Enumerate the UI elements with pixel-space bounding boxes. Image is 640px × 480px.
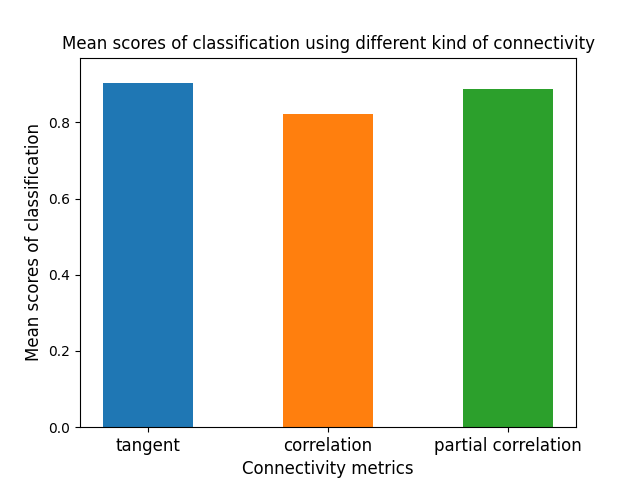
Bar: [102, 83, 193, 427]
X-axis label: Connectivity metrics: Connectivity metrics: [242, 460, 414, 479]
Bar: [283, 114, 373, 427]
Y-axis label: Mean scores of classification: Mean scores of classification: [25, 123, 43, 361]
Title: Mean scores of classification using different kind of connectivity: Mean scores of classification using diff…: [61, 35, 595, 53]
Bar: [463, 89, 554, 427]
